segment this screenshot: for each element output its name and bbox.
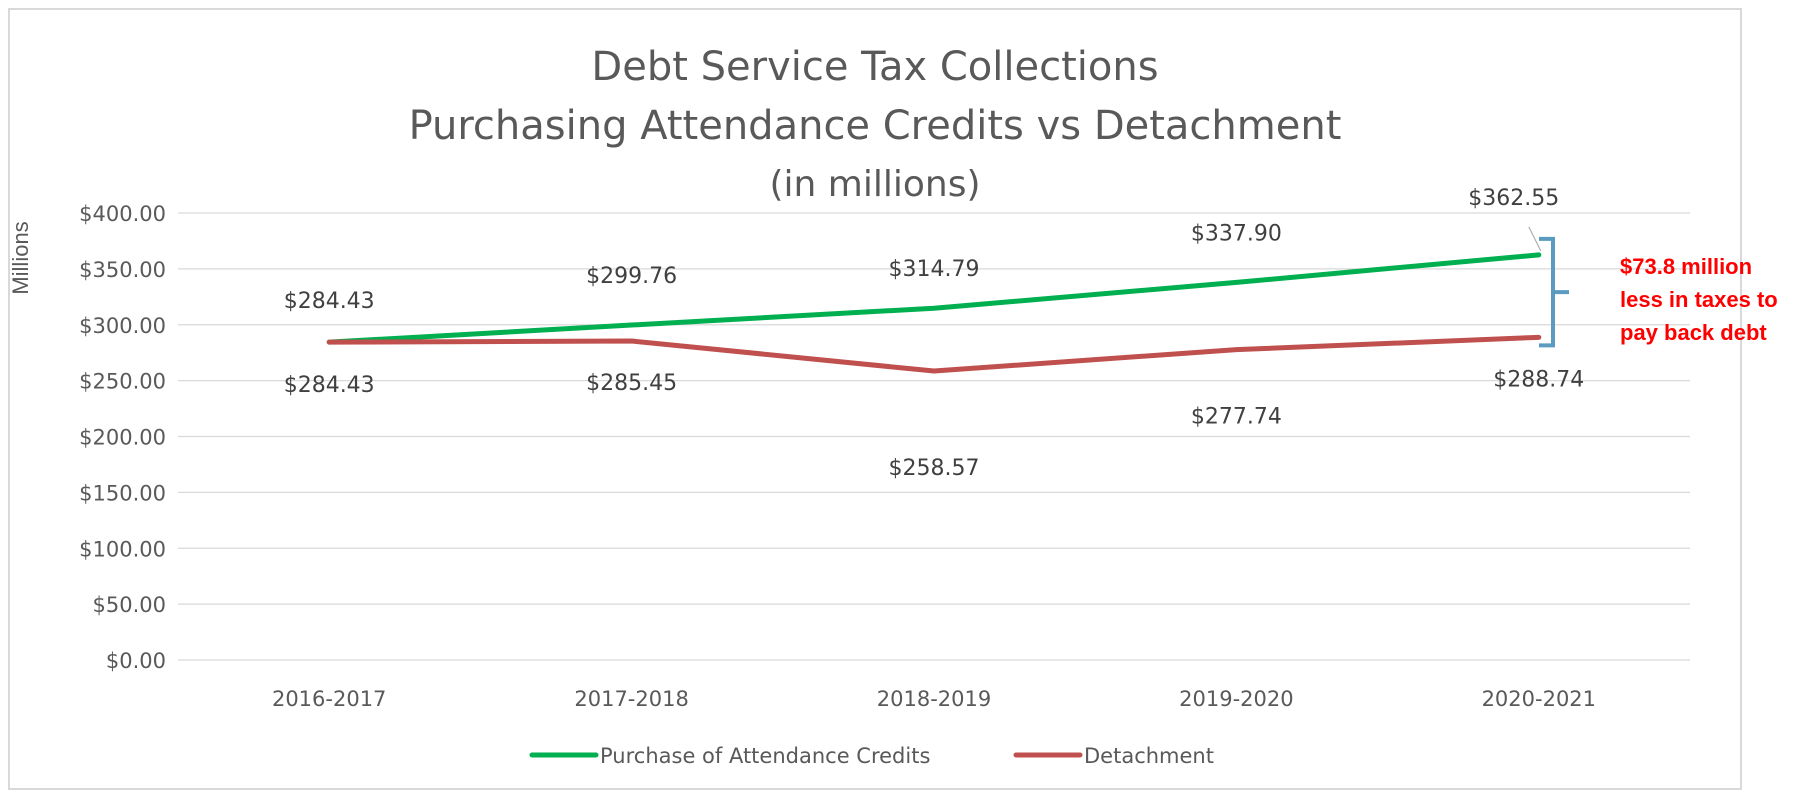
data-label-detachment: $258.57 (889, 456, 980, 481)
x-tick-label: 2020-2021 (1482, 687, 1596, 711)
data-labels: $284.43 $299.76 $314.79 $337.90 $362.55 $284.… (284, 186, 1585, 481)
chart-subtitle-units: (in millions) (769, 164, 980, 205)
x-axis-ticks: 2016-2017 2017-2018 2018-2019 2019-2020 2020… (272, 687, 1596, 711)
y-tick-label: $300.00 (79, 314, 166, 338)
chart-title: Debt Service Tax Collections (591, 44, 1158, 90)
x-tick-label: 2016-2017 (272, 687, 386, 711)
y-tick-label: $0.00 (106, 649, 166, 673)
data-label-attendance-credits: $284.43 (284, 289, 375, 314)
x-tick-label: 2019-2020 (1179, 687, 1293, 711)
legend: Purchase of Attendance Credits Detachment (529, 744, 1214, 768)
y-tick-label: $100.00 (79, 537, 166, 561)
annotation-text: $73.8 million (1620, 254, 1752, 279)
data-label-attendance-credits: $314.79 (889, 257, 980, 282)
data-label-attendance-credits: $362.55 (1468, 186, 1559, 211)
legend-label-detachment: Detachment (1084, 744, 1214, 768)
data-label-detachment: $284.43 (284, 373, 375, 398)
y-tick-label: $150.00 (79, 481, 166, 505)
data-label-detachment: $285.45 (586, 371, 677, 396)
y-axis-ticks: $0.00 $50.00 $100.00 $150.00 $200.00 $250.00 $… (79, 202, 166, 673)
y-tick-label: $250.00 (79, 370, 166, 394)
y-tick-label: $400.00 (79, 202, 166, 226)
difference-annotation: $73.8 million less in taxes to pay back de… (1539, 236, 1778, 348)
y-tick-label: $200.00 (79, 426, 166, 450)
annotation-text: pay back debt (1620, 320, 1767, 345)
series-lines (326, 252, 1542, 374)
data-label-attendance-credits: $299.76 (586, 264, 677, 289)
gridlines (178, 212, 1690, 661)
series-line-detachment (326, 334, 1542, 374)
data-label-attendance-credits: $337.90 (1191, 221, 1282, 246)
data-label-detachment: $288.74 (1493, 367, 1584, 392)
x-tick-label: 2018-2019 (877, 687, 991, 711)
label-leader-line (1528, 226, 1542, 252)
y-tick-label: $50.00 (93, 593, 166, 617)
x-tick-label: 2017-2018 (574, 687, 688, 711)
chart-subtitle: Purchasing Attendance Credits vs Detachm… (409, 103, 1342, 149)
data-label-detachment: $277.74 (1191, 405, 1282, 430)
y-axis-label: Millions (8, 221, 33, 294)
legend-label-attendance-credits: Purchase of Attendance Credits (600, 744, 930, 768)
bracket-icon (1539, 236, 1569, 348)
annotation-text: less in taxes to (1620, 287, 1778, 312)
y-tick-label: $350.00 (79, 258, 166, 282)
